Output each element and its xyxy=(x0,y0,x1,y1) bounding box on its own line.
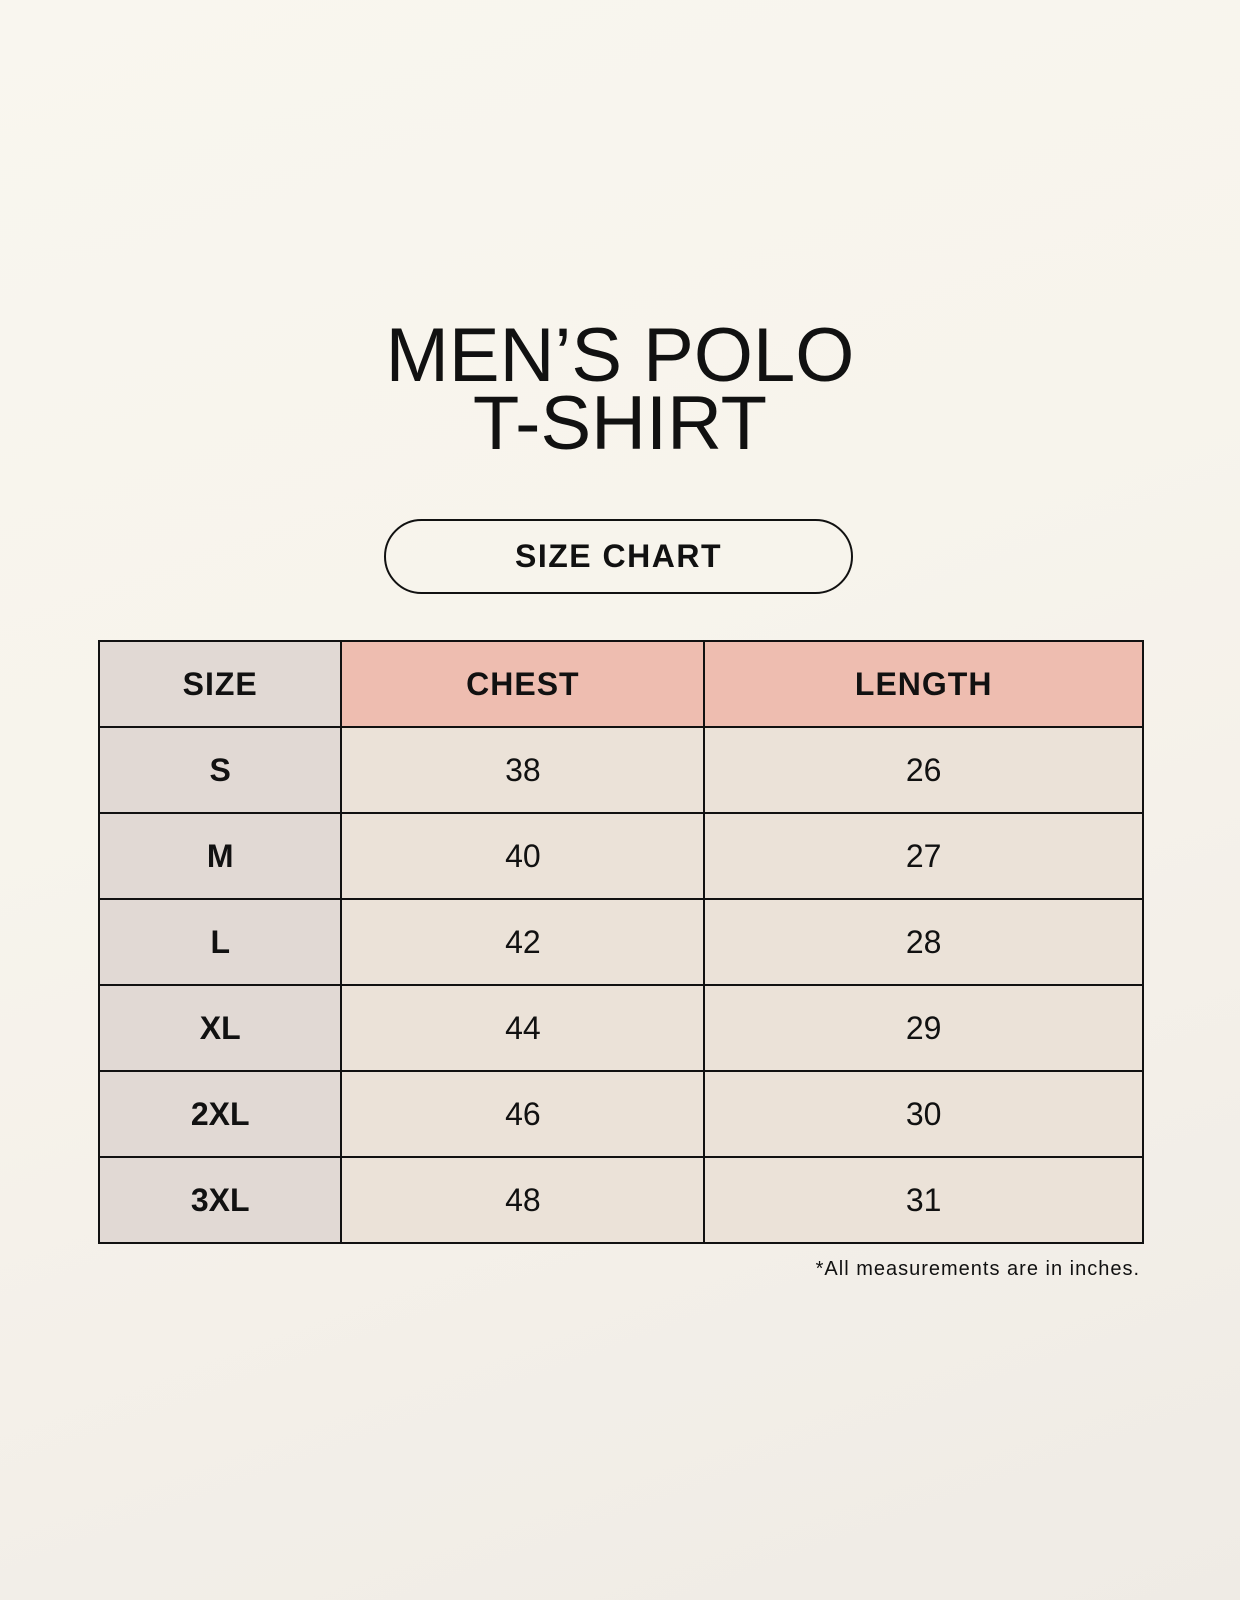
cell-length: 31 xyxy=(703,1156,1144,1244)
cell-length: 30 xyxy=(703,1070,1144,1158)
table-row: M 40 27 xyxy=(97,812,1144,900)
cell-chest: 44 xyxy=(340,984,706,1072)
cell-chest: 48 xyxy=(340,1156,706,1244)
table-row: L 42 28 xyxy=(97,898,1144,986)
cell-size: 2XL xyxy=(97,1070,343,1158)
cell-chest: 42 xyxy=(340,898,706,986)
header-size: SIZE xyxy=(97,640,343,728)
cell-length: 27 xyxy=(703,812,1144,900)
header-chest: CHEST xyxy=(340,640,706,728)
cell-size: XL xyxy=(97,984,343,1072)
table-row: 2XL 46 30 xyxy=(97,1070,1144,1158)
badge-label: SIZE CHART xyxy=(515,538,722,574)
measurement-note: *All measurements are in inches. xyxy=(815,1258,1140,1280)
cell-length: 28 xyxy=(703,898,1144,986)
table-row: XL 44 29 xyxy=(97,984,1144,1072)
size-chart-badge: SIZE CHART xyxy=(384,519,853,594)
cell-size: M xyxy=(97,812,343,900)
cell-size: 3XL xyxy=(97,1156,343,1244)
cell-size: L xyxy=(97,898,343,986)
cell-size: S xyxy=(97,726,343,814)
table-row: S 38 26 xyxy=(97,726,1144,814)
header-row: SIZE CHEST LENGTH xyxy=(97,640,1144,728)
cell-chest: 38 xyxy=(340,726,706,814)
cell-chest: 46 xyxy=(340,1070,706,1158)
table-row: 3XL 48 31 xyxy=(97,1156,1144,1244)
title-line-2: T-SHIRT xyxy=(472,381,768,466)
title-line-1: MEN’S POLO xyxy=(385,313,855,398)
cell-length: 29 xyxy=(703,984,1144,1072)
cell-chest: 40 xyxy=(340,812,706,900)
size-table: SIZE CHEST LENGTH S 38 26 M 40 27 L 42 28 XL 44 29 2… xyxy=(97,640,1144,1244)
cell-length: 26 xyxy=(703,726,1144,814)
page-title: MEN’S POLO T-SHIRT xyxy=(0,313,1240,466)
header-length: LENGTH xyxy=(703,640,1144,728)
